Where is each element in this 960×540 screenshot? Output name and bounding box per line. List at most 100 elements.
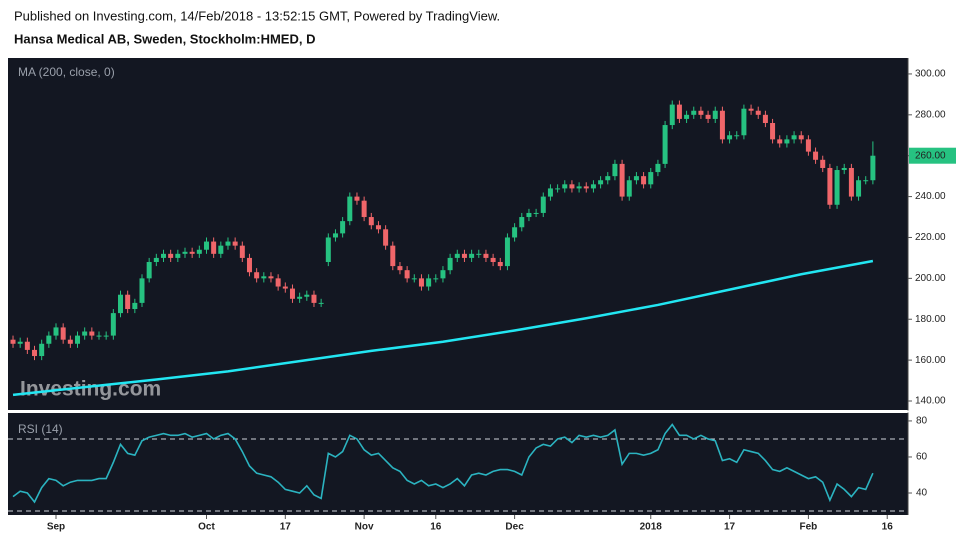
candle-body: [182, 251, 188, 254]
candle-body: [454, 253, 460, 258]
candle-body: [60, 327, 66, 340]
candle-body: [719, 110, 725, 140]
candle-body: [82, 331, 88, 336]
candle-body: [347, 196, 353, 222]
candle-body: [67, 339, 73, 344]
candle-body: [727, 135, 733, 140]
candle-body: [318, 302, 324, 304]
candle-body: [605, 176, 611, 181]
candle-body: [297, 296, 303, 299]
candle-body: [404, 270, 410, 279]
candle-body: [211, 241, 217, 254]
candle-body: [612, 163, 618, 177]
candle-body: [813, 151, 819, 160]
rsi-pane: [8, 413, 908, 515]
candle-body: [569, 184, 575, 189]
symbol-title: Hansa Medical AB, Sweden, Stockholm:HMED…: [14, 31, 315, 46]
candle-body: [53, 327, 59, 336]
x-tick-label: Feb: [800, 522, 818, 533]
candle-body: [418, 278, 424, 287]
y-tick-label: 280.00: [915, 109, 946, 120]
candle-body: [504, 237, 510, 267]
candle-body: [10, 339, 16, 344]
candle-body: [361, 200, 367, 218]
x-tick-label: Nov: [355, 522, 374, 533]
ma-line: [12, 259, 874, 397]
x-tick-label: 2018: [640, 522, 663, 533]
candle-body: [46, 335, 52, 344]
candle-body: [289, 288, 295, 299]
candle-body: [734, 135, 740, 137]
candle-body: [712, 110, 718, 119]
x-tick-label: Sep: [47, 522, 65, 533]
candle-body: [447, 257, 453, 271]
candle-body: [619, 163, 625, 197]
candle-body: [856, 180, 862, 197]
candle-body: [261, 276, 267, 279]
candle-body: [848, 167, 854, 197]
candle-body: [576, 186, 582, 189]
ma-label: MA (200, close, 0): [18, 65, 115, 79]
candle-body: [175, 253, 181, 258]
candle-body: [533, 212, 539, 214]
y-tick-label: 140.00: [915, 396, 946, 407]
last-price-label: 260.00: [915, 150, 946, 161]
candle-body: [870, 155, 876, 181]
candle-body: [798, 135, 804, 140]
candle-body: [805, 139, 811, 152]
candle-body: [189, 251, 195, 254]
candle-body: [32, 349, 38, 357]
price-pane: [8, 58, 908, 410]
published-note: Published on Investing.com, 14/Feb/2018 …: [14, 8, 500, 23]
candle-body: [411, 278, 417, 280]
candle-body: [555, 188, 561, 190]
candle-body: [254, 272, 260, 279]
candle-body: [132, 302, 138, 310]
candle-body: [662, 125, 668, 164]
candle-body: [497, 262, 503, 267]
candle-body: [512, 227, 518, 238]
candle-body: [684, 114, 690, 119]
rsi-label: RSI (14): [18, 422, 63, 436]
x-tick-label: 17: [724, 522, 736, 533]
candle-body: [89, 331, 95, 336]
last-price-box: [909, 147, 956, 164]
x-tick-label: 17: [280, 522, 292, 533]
candle-body: [741, 108, 747, 136]
x-tick-label: 16: [430, 522, 442, 533]
candle-body: [282, 286, 288, 289]
y-tick-label: 300.00: [915, 69, 946, 80]
y-tick-label: 180.00: [915, 314, 946, 325]
y-tick-label: 220.00: [915, 232, 946, 243]
x-tick-label: Oct: [198, 522, 215, 533]
candle-body: [239, 245, 245, 258]
candle-body: [218, 245, 224, 254]
candle-body: [755, 110, 761, 115]
candle-body: [784, 139, 790, 144]
candle-body: [598, 180, 604, 185]
candle-body: [476, 253, 482, 255]
candle-body: [96, 335, 102, 337]
candle-body: [791, 135, 797, 140]
candle-body: [590, 184, 596, 189]
candle-body: [368, 217, 374, 226]
candle-body: [268, 276, 274, 279]
candle-body: [648, 172, 654, 185]
candle-body: [777, 139, 783, 144]
candle-body: [676, 104, 682, 119]
candle-body: [483, 253, 489, 258]
candle-body: [39, 343, 45, 357]
candle-body: [461, 253, 467, 258]
candle-body: [340, 221, 346, 234]
candle-body: [118, 294, 123, 314]
candle-body: [770, 123, 776, 140]
candle-body: [390, 245, 396, 267]
candle-body: [691, 110, 697, 115]
candle-body: [332, 233, 338, 238]
candle-body: [762, 114, 768, 124]
candle-body: [433, 278, 439, 280]
candle-body: [633, 176, 639, 181]
candle-body: [103, 335, 109, 337]
y-tick-label: 160.00: [915, 355, 946, 366]
